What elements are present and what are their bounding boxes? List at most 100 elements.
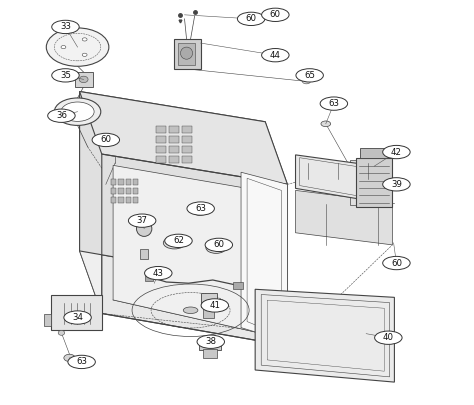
Bar — [156, 126, 166, 133]
Bar — [203, 349, 217, 358]
Text: 33: 33 — [60, 22, 71, 32]
Bar — [360, 148, 388, 158]
Ellipse shape — [383, 145, 410, 159]
Polygon shape — [295, 190, 392, 245]
Bar — [44, 314, 51, 326]
Bar — [169, 156, 179, 163]
Polygon shape — [265, 122, 287, 346]
Ellipse shape — [383, 256, 410, 270]
Ellipse shape — [68, 355, 95, 369]
Ellipse shape — [48, 109, 75, 122]
Text: 62: 62 — [173, 237, 184, 245]
Ellipse shape — [55, 98, 101, 126]
Ellipse shape — [183, 307, 198, 313]
Text: 38: 38 — [205, 337, 216, 346]
Bar — [179, 43, 195, 65]
Ellipse shape — [82, 38, 87, 41]
Polygon shape — [241, 172, 287, 342]
Ellipse shape — [206, 242, 226, 254]
Bar — [133, 188, 138, 194]
Text: 60: 60 — [246, 14, 256, 23]
Text: 43: 43 — [153, 269, 164, 278]
Ellipse shape — [374, 331, 402, 344]
Polygon shape — [80, 92, 265, 283]
Ellipse shape — [52, 20, 79, 34]
Bar — [156, 156, 166, 163]
Ellipse shape — [302, 79, 310, 84]
Text: 65: 65 — [304, 71, 315, 80]
Ellipse shape — [145, 266, 172, 280]
Ellipse shape — [137, 221, 152, 237]
Text: 41: 41 — [210, 301, 220, 310]
Bar — [199, 338, 221, 350]
Text: 34: 34 — [72, 313, 83, 322]
Ellipse shape — [46, 28, 109, 66]
Ellipse shape — [197, 335, 225, 348]
Bar — [75, 72, 92, 87]
Ellipse shape — [82, 53, 87, 56]
Text: 39: 39 — [391, 180, 402, 189]
Bar — [51, 295, 102, 330]
Polygon shape — [80, 251, 287, 346]
Ellipse shape — [201, 299, 228, 312]
Bar — [169, 126, 179, 133]
Text: 36: 36 — [56, 111, 67, 120]
Bar — [156, 146, 166, 153]
Ellipse shape — [61, 45, 66, 49]
Polygon shape — [295, 155, 392, 205]
Ellipse shape — [262, 49, 289, 62]
Text: 44: 44 — [270, 51, 281, 60]
Ellipse shape — [79, 76, 88, 83]
Ellipse shape — [165, 234, 192, 247]
Ellipse shape — [187, 202, 214, 215]
Bar — [156, 136, 166, 143]
Bar — [233, 282, 243, 289]
Bar — [182, 126, 192, 133]
Ellipse shape — [320, 97, 347, 110]
Ellipse shape — [164, 237, 185, 249]
Bar — [140, 249, 148, 259]
Ellipse shape — [64, 311, 91, 324]
Text: 60: 60 — [213, 241, 224, 249]
Bar — [133, 179, 138, 185]
Ellipse shape — [140, 215, 149, 222]
Ellipse shape — [52, 69, 79, 82]
Bar — [174, 39, 201, 69]
Ellipse shape — [193, 207, 206, 215]
Bar — [203, 307, 214, 318]
Bar — [118, 188, 124, 194]
Text: 63: 63 — [328, 99, 339, 108]
Text: 63: 63 — [76, 358, 87, 367]
Ellipse shape — [296, 69, 323, 82]
Polygon shape — [80, 92, 287, 184]
Bar — [111, 179, 117, 185]
Bar — [111, 197, 117, 203]
Bar — [350, 160, 356, 205]
Bar — [146, 273, 154, 281]
Ellipse shape — [205, 238, 233, 252]
Bar — [169, 136, 179, 143]
Ellipse shape — [92, 133, 119, 147]
Polygon shape — [255, 289, 394, 382]
Text: 37: 37 — [137, 216, 148, 225]
Ellipse shape — [61, 102, 94, 122]
Ellipse shape — [181, 47, 192, 59]
Bar — [182, 156, 192, 163]
Text: 40: 40 — [383, 333, 394, 342]
Ellipse shape — [237, 12, 265, 26]
Bar — [126, 179, 131, 185]
Bar — [133, 197, 138, 203]
Bar — [118, 179, 124, 185]
Ellipse shape — [128, 214, 156, 227]
Text: 60: 60 — [270, 10, 281, 19]
Text: 42: 42 — [391, 147, 402, 157]
Ellipse shape — [262, 8, 289, 21]
Polygon shape — [80, 92, 102, 313]
Bar — [126, 188, 131, 194]
Bar — [182, 136, 192, 143]
Ellipse shape — [321, 121, 331, 127]
Text: 60: 60 — [100, 135, 111, 145]
Bar — [169, 146, 179, 153]
Bar — [356, 158, 392, 207]
Text: 60: 60 — [391, 258, 402, 268]
